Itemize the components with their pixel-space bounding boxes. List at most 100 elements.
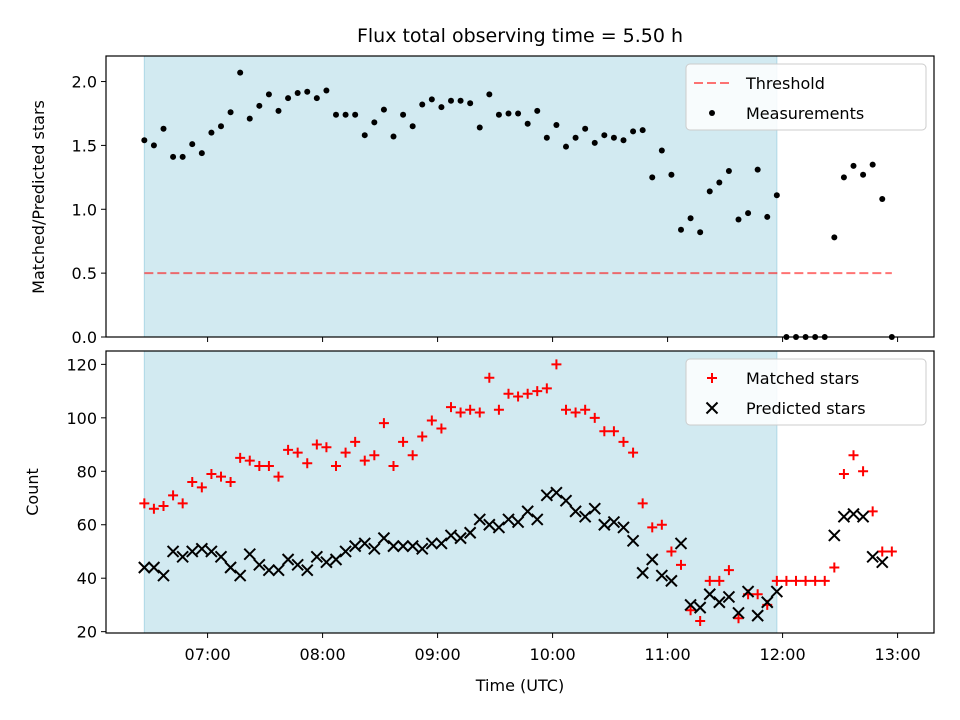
- legend-predicted-star-point-swatch: [705, 401, 719, 415]
- predicted-star-point: [703, 588, 716, 601]
- matched-star-point: [829, 562, 840, 573]
- predicted-star-point: [837, 510, 851, 523]
- matched-star-point: [321, 442, 332, 453]
- measurement-point: [275, 107, 282, 114]
- measurement-point: [582, 125, 589, 132]
- measurement-point: [572, 134, 579, 141]
- matched-star-point: [417, 431, 428, 442]
- matched-star-point: [407, 450, 418, 461]
- predicted-star-point: [425, 537, 439, 550]
- matched-star-point: [216, 471, 226, 482]
- measurement-point: [515, 110, 522, 117]
- predicted-star-point: [377, 531, 391, 545]
- measurement-point: [543, 134, 550, 141]
- predicted-star-point: [607, 515, 621, 529]
- matched-star-point: [446, 402, 456, 413]
- predicted-star-point: [693, 601, 707, 614]
- predicted-star-point: [281, 553, 295, 566]
- measurement-point: [265, 91, 272, 98]
- ratio-y-tick-label: 1.5: [72, 136, 97, 155]
- measurement-point: [179, 153, 186, 160]
- predicted-star-point: [626, 534, 640, 547]
- matched-star-point: [378, 418, 389, 429]
- matched-star-point: [292, 447, 303, 458]
- predicted-star-point: [770, 585, 784, 598]
- predicted-star-point: [761, 596, 774, 609]
- predicted-star-point: [329, 553, 343, 566]
- measurement-point: [246, 115, 253, 122]
- measurement-point: [879, 196, 886, 203]
- measurement-point: [639, 127, 646, 134]
- predicted-star-point: [186, 545, 199, 558]
- predicted-star-point: [473, 513, 486, 526]
- count-y-tick-label: 100: [66, 409, 97, 428]
- figure-title: Flux total observing time = 5.50 h: [357, 25, 683, 47]
- predicted-star-point: [387, 539, 400, 553]
- predicted-star-point: [856, 510, 870, 523]
- matched-star-point: [148, 503, 159, 514]
- matched-star-point: [628, 447, 639, 458]
- matched-star-point: [858, 466, 869, 477]
- matched-star-point: [723, 565, 734, 576]
- measurement-point: [218, 123, 224, 130]
- measurement-point: [697, 229, 704, 236]
- measurement-point: [831, 234, 838, 241]
- predicted-star-point: [416, 542, 429, 556]
- predicted-star-point: [310, 550, 324, 564]
- measurement-point: [448, 97, 454, 104]
- predicted-star-point: [502, 513, 515, 526]
- matched-star-point: [580, 404, 591, 415]
- measurement-point: [476, 124, 483, 131]
- matched-star-point: [359, 455, 370, 466]
- predicted-star-point: [876, 555, 889, 569]
- x-tick-label: 08:00: [300, 645, 346, 664]
- ratio-plot-frame: [105, 55, 935, 338]
- matched-star-point: [254, 460, 265, 471]
- matched-star-point: [599, 426, 610, 437]
- matched-star-point: [532, 386, 543, 397]
- matched-star-point: [618, 436, 629, 447]
- measurement-point: [495, 111, 502, 118]
- ratio-y-tick-label: 0.0: [72, 328, 97, 347]
- ratio-legend: [685, 63, 927, 131]
- matched-star-point: [436, 423, 447, 434]
- matched-star-point: [398, 436, 409, 447]
- matched-star-point: [771, 575, 782, 586]
- matched-star-point: [685, 605, 696, 616]
- matched-star-point: [800, 575, 811, 586]
- measurement-point: [620, 137, 627, 144]
- predicted-star-point: [847, 507, 860, 521]
- matched-star-point: [244, 455, 255, 466]
- predicted-star-point: [569, 505, 582, 518]
- measurement-point: [630, 128, 637, 135]
- measurement-point: [390, 133, 397, 140]
- legend-label: Predicted stars: [746, 399, 866, 418]
- measurement-point: [687, 215, 694, 222]
- predicted-star-point: [521, 505, 534, 518]
- measurement-point: [457, 97, 464, 104]
- matched-star-point: [340, 447, 351, 458]
- predicted-star-point: [588, 502, 601, 515]
- measurement-point: [678, 226, 684, 233]
- predicted-star-point: [674, 537, 688, 550]
- matched-star-point: [647, 522, 658, 533]
- predicted-star-point: [166, 545, 180, 558]
- matched-star-point: [513, 391, 524, 402]
- measurement-point: [860, 171, 867, 178]
- matched-star-point: [311, 439, 322, 450]
- matched-star-point: [704, 575, 715, 586]
- legend-label: Matched stars: [746, 369, 859, 388]
- measurement-point: [591, 139, 598, 146]
- matched-star-point: [168, 490, 179, 501]
- matched-star-point: [474, 407, 485, 418]
- predicted-star-point: [339, 545, 352, 558]
- predicted-star-point: [435, 537, 448, 550]
- matched-star-point: [493, 404, 504, 415]
- predicted-star-point: [138, 561, 151, 574]
- predicted-star-point: [262, 563, 276, 577]
- predicted-star-point: [243, 547, 256, 561]
- measurement-point: [150, 142, 157, 149]
- predicted-star-point: [454, 531, 467, 545]
- matched-star-point: [867, 506, 878, 517]
